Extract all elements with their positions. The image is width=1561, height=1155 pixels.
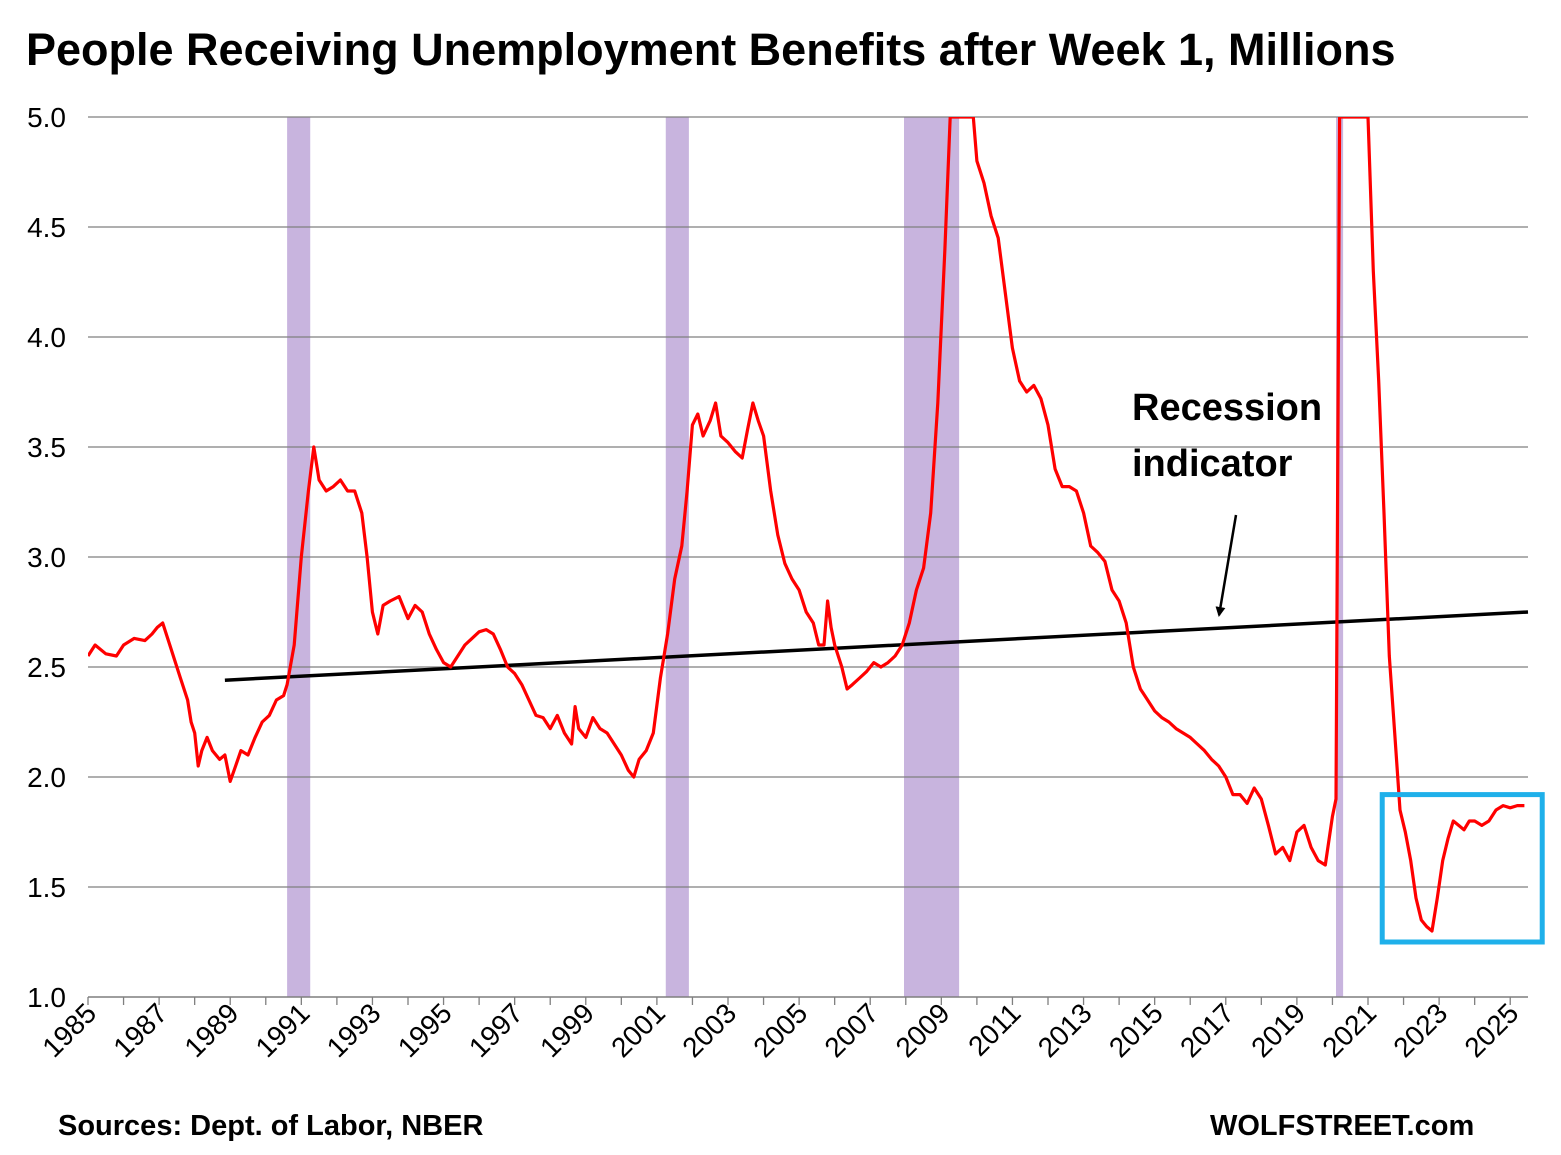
highlight-box [1379, 792, 1545, 945]
x-tick-label: 2001 [605, 997, 671, 1063]
source-note: Sources: Dept. of Labor, NBER [58, 1110, 484, 1142]
highlight-box-group [1379, 792, 1545, 945]
annotation-text: Recession [1132, 387, 1322, 429]
x-tick-label: 2009 [890, 997, 956, 1063]
y-tick-label: 4.5 [27, 212, 66, 243]
x-tick-label: 2007 [818, 997, 884, 1063]
y-tick-label: 1.5 [27, 872, 66, 903]
trend-line [224, 610, 1529, 682]
y-tick-label: 3.5 [27, 432, 66, 463]
annotation-arrow [1215, 514, 1238, 617]
x-tick-label: 2021 [1316, 997, 1382, 1063]
x-tick-label: 2017 [1174, 997, 1240, 1063]
x-tick-label: 1991 [250, 997, 316, 1063]
y-tick-label: 5.0 [27, 102, 66, 133]
annotations: Recession indicator [1132, 387, 1322, 617]
series-group [88, 117, 1525, 933]
chart-title: People Receiving Unemployment Benefits a… [26, 24, 1396, 75]
x-tick-label: 2015 [1103, 997, 1169, 1063]
x-tick-label: 1989 [178, 997, 244, 1063]
gridlines [88, 116, 1528, 888]
x-tick-label: 2019 [1245, 997, 1311, 1063]
y-tick-label: 2.0 [27, 762, 66, 793]
x-tick-label: 2003 [676, 997, 742, 1063]
x-tick-label: 1999 [534, 997, 600, 1063]
x-tick-label: 1995 [392, 997, 458, 1063]
y-tick-label: 4.0 [27, 322, 66, 353]
x-tick-label: 2025 [1458, 997, 1524, 1063]
x-tick-label: 2013 [1032, 997, 1098, 1063]
annotation-text: indicator [1132, 443, 1293, 485]
y-tick-label: 1.0 [27, 982, 66, 1013]
x-tick-label: 2023 [1387, 997, 1453, 1063]
y-tick-label: 2.5 [27, 652, 66, 683]
x-tick-label: 1993 [321, 997, 387, 1063]
x-tick-label: 1997 [463, 997, 529, 1063]
series-line-0 [88, 117, 1525, 933]
recession-indicator-line [224, 610, 1529, 682]
x-tick-label: 2011 [962, 997, 1027, 1062]
x-tick-label: 2005 [747, 997, 813, 1063]
x-tick-label: 1987 [107, 997, 173, 1063]
watermark: WOLFSTREET.com [1210, 1110, 1475, 1142]
y-tick-label: 3.0 [27, 542, 66, 573]
